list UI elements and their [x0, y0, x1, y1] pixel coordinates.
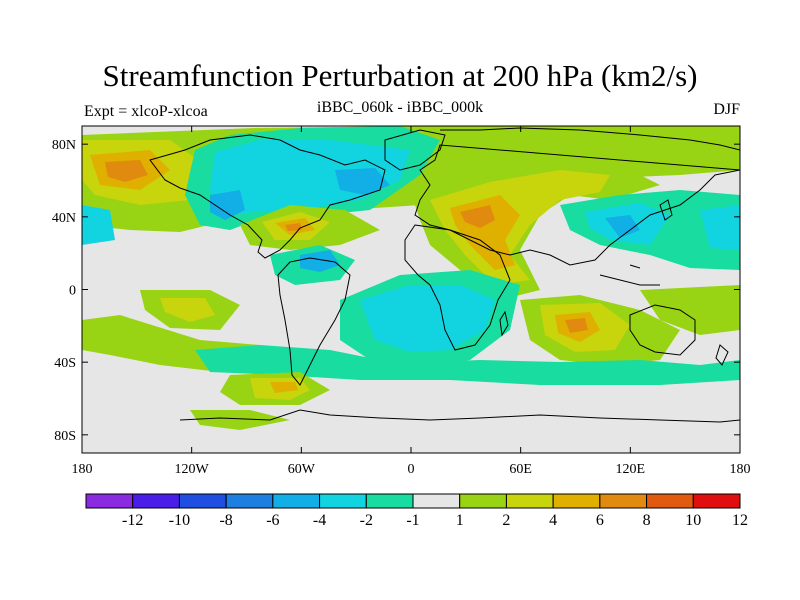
season-label: DJF — [713, 101, 740, 118]
colorbar-label: -2 — [360, 512, 373, 529]
coast-africa — [404, 224, 511, 351]
lon-tick-label: 0 — [408, 462, 415, 477]
coast-new-zealand — [715, 344, 729, 366]
experiment-label: Expt = xlcoP-xlcoa — [84, 103, 208, 120]
colorbar-swatch — [692, 493, 741, 509]
colorbar-label: -6 — [266, 512, 279, 529]
lat-tick-label: 40S — [54, 356, 76, 371]
colorbar-swatch — [505, 493, 554, 509]
positive-gulf-max — [285, 223, 302, 231]
lat-tick-label: 80S — [54, 429, 76, 444]
positive-indian-ocean-max — [565, 318, 588, 333]
coast-australia — [629, 304, 696, 356]
colorbar-label: -1 — [406, 512, 419, 529]
coast-japan — [659, 199, 673, 221]
negative-date-line-west — [82, 205, 115, 245]
lon-tick-label: 60E — [509, 462, 532, 477]
colorbar-swatch — [412, 493, 461, 509]
colorbar-swatch — [459, 493, 507, 509]
colorbar-swatch — [132, 493, 180, 509]
colorbar-swatch — [225, 493, 274, 509]
lon-tick-label: 180 — [72, 462, 93, 477]
colorbar-label: -8 — [219, 512, 232, 529]
lat-tick-label: 40N — [52, 211, 76, 226]
negative-date-line — [700, 205, 740, 250]
colorbar-swatch — [365, 493, 414, 509]
colorbar-label: 6 — [596, 512, 604, 529]
coast-antarctica — [179, 409, 740, 423]
coast-eurasia — [414, 127, 740, 266]
colorbar-swatch — [599, 493, 648, 509]
lon-tick-label: 120E — [616, 462, 646, 477]
colorbar-label: -10 — [169, 512, 190, 529]
colorbar-label: -4 — [313, 512, 326, 529]
colorbar-swatch — [178, 493, 227, 509]
colorbar-label: 12 — [732, 512, 748, 529]
coast-madagascar — [499, 310, 509, 337]
coastlines — [149, 127, 740, 423]
negative-southern-ocean — [195, 345, 740, 385]
positive-antarctic — [190, 410, 290, 430]
longitude-axis: 180 120W 60W 0 60E 120E 180 — [72, 126, 751, 477]
negative-south-atlantic-inner — [360, 285, 495, 352]
coast-greenland — [384, 129, 446, 171]
colorbar: -12 -10 -8 -6 -4 -2 -1 1 2 4 6 8 10 12 — [85, 493, 748, 529]
lat-tick-label: 0 — [69, 284, 76, 299]
colorbar-swatch — [272, 493, 321, 509]
negative-north-america-core — [335, 168, 390, 195]
colorbar-label: 8 — [643, 512, 651, 529]
colorbar-label: 10 — [685, 512, 701, 529]
negative-north-america-core2 — [210, 190, 245, 220]
positive-eurasia-inner — [430, 170, 610, 285]
positive-south-atlantic-high-max — [270, 382, 298, 393]
lat-tick-label: 80N — [52, 138, 76, 153]
contour-fields — [82, 126, 740, 453]
positive-eurasia-max — [460, 205, 495, 228]
colorbar-swatch — [85, 493, 134, 509]
lon-tick-label: 60W — [288, 462, 316, 477]
negative-caribbean-core — [300, 250, 340, 272]
lon-tick-label: 120W — [175, 462, 210, 477]
colorbar-label: 2 — [502, 512, 510, 529]
colorbar-label: -12 — [122, 512, 143, 529]
colorbar-label: 4 — [549, 512, 557, 529]
chart-title: Streamfunction Perturbation at 200 hPa (… — [102, 58, 698, 93]
positive-pacific-ne-max — [105, 160, 148, 182]
coast-indonesia — [599, 264, 660, 286]
positive-southwest-pacific — [640, 285, 740, 335]
lon-tick-label: 180 — [730, 462, 751, 477]
colorbar-swatch — [646, 493, 694, 509]
difference-label: iBBC_060k - iBBC_000k — [316, 99, 484, 116]
colorbar-swatch — [552, 493, 601, 509]
colorbar-label: 1 — [456, 512, 464, 529]
positive-tropical-pacific-core — [160, 298, 215, 322]
coast-south-america — [277, 257, 351, 386]
negative-west-pacific-core — [605, 215, 640, 238]
coast-north-america — [149, 134, 386, 259]
latitude-axis: 80N 40N 0 40S 80S — [52, 138, 740, 444]
colorbar-swatch — [319, 493, 367, 509]
